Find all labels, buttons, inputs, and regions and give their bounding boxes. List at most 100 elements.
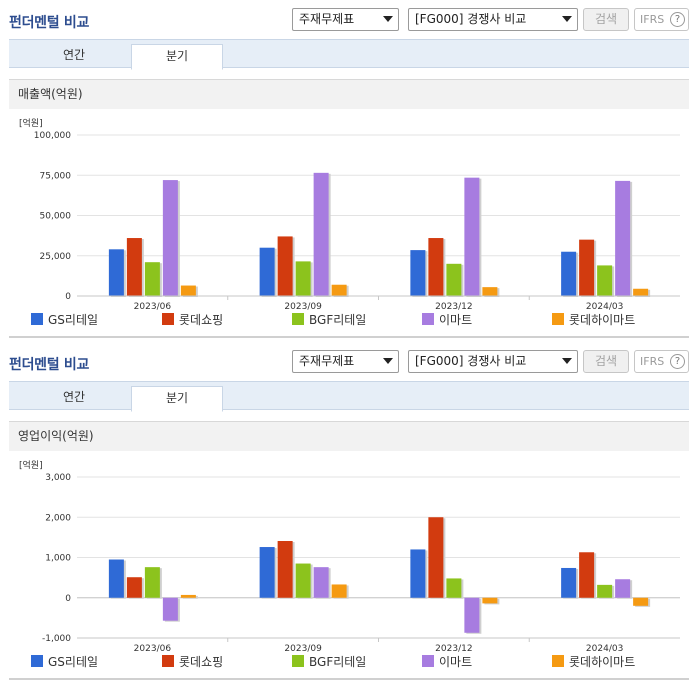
bar <box>561 251 577 296</box>
bar <box>277 236 293 296</box>
legend-label: GS리테일 <box>48 313 98 327</box>
chart-title: 매출액(억원) <box>9 79 689 109</box>
bar <box>615 579 631 598</box>
bar <box>464 597 480 633</box>
legend-swatch <box>552 313 564 325</box>
legend-swatch <box>292 313 304 325</box>
chevron-down-icon <box>562 358 572 364</box>
bar <box>579 552 595 598</box>
y-tick-label: 0 <box>65 292 71 302</box>
legend-label: 이마트 <box>439 655 472 669</box>
bar <box>144 567 160 598</box>
revenue-chart: [억원] 0 25,000 50,000 75,000 100,000 2023/06 202… <box>19 117 680 327</box>
bar <box>615 180 631 296</box>
help-icon[interactable]: ? <box>670 12 685 27</box>
y-tick-label: 100,000 <box>34 131 71 141</box>
chevron-down-icon <box>383 358 393 364</box>
search-button[interactable]: 검색 <box>583 8 629 31</box>
x-tick-label: 2023/12 <box>435 302 472 312</box>
ifrs-label: IFRS <box>640 355 665 368</box>
statement-select-value: 주재무제표 <box>299 12 355 26</box>
legend-swatch <box>162 313 174 325</box>
x-tick-label: 2023/12 <box>435 644 472 654</box>
x-tick-label: 2023/06 <box>134 302 172 312</box>
bar <box>597 584 613 598</box>
legend-label: 이마트 <box>439 313 472 327</box>
panel-title: 펀더멘털 비교 <box>9 15 90 31</box>
y-tick-label: 0 <box>65 594 71 604</box>
y-tick-label: -1,000 <box>42 634 71 644</box>
x-tick-label: 2024/03 <box>586 644 623 654</box>
peer-group-select-value: [FG000] 경쟁사 비교 <box>415 354 527 368</box>
y-tick-label: 75,000 <box>40 171 72 181</box>
bar <box>108 559 124 598</box>
bar <box>446 263 462 296</box>
bar <box>597 265 613 296</box>
tab-annual[interactable]: 연간 <box>62 48 86 62</box>
legend-swatch <box>422 313 434 325</box>
bar <box>410 250 426 296</box>
y-tick-label: 1,000 <box>45 554 71 564</box>
bar <box>633 288 649 296</box>
bar <box>259 247 275 296</box>
statement-select[interactable]: 주재무제표 <box>292 350 399 373</box>
operating-income-chart: [억원] -1,000 0 1,000 2,000 3,000 2023/06 2023/09… <box>19 459 680 669</box>
bar <box>180 594 196 598</box>
bar <box>428 238 444 296</box>
bar <box>482 597 498 604</box>
bar <box>277 540 293 598</box>
bar <box>126 238 142 296</box>
bar <box>162 180 178 296</box>
statement-select[interactable]: 주재무제표 <box>292 8 399 31</box>
bar <box>331 284 347 296</box>
bar <box>144 262 160 296</box>
ifrs-label: IFRS <box>640 13 665 26</box>
chevron-down-icon <box>562 16 572 22</box>
bar <box>410 549 426 598</box>
bar <box>126 577 142 598</box>
legend-swatch <box>292 655 304 667</box>
legend-label: BGF리테일 <box>309 313 366 327</box>
ifrs-button[interactable]: IFRS ? <box>634 8 689 31</box>
bar <box>464 177 480 296</box>
x-tick-label: 2023/09 <box>284 644 322 654</box>
y-tick-label: 3,000 <box>45 473 71 483</box>
legend-label: 롯데하이마트 <box>569 655 635 669</box>
bar <box>331 584 347 598</box>
chevron-down-icon <box>383 16 393 22</box>
peer-group-select[interactable]: [FG000] 경쟁사 비교 <box>408 350 578 373</box>
peer-group-select[interactable]: [FG000] 경쟁사 비교 <box>408 8 578 31</box>
tab-annual[interactable]: 연간 <box>62 390 86 404</box>
tab-quarterly[interactable]: 분기 <box>131 386 223 412</box>
bar <box>295 563 311 598</box>
help-icon[interactable]: ? <box>670 354 685 369</box>
divider <box>9 678 689 680</box>
y-tick-label: 25,000 <box>40 252 72 262</box>
bar <box>446 578 462 598</box>
legend-swatch <box>422 655 434 667</box>
bar <box>162 597 178 621</box>
legend-label: GS리테일 <box>48 655 98 669</box>
tab-quarterly[interactable]: 분기 <box>131 44 223 70</box>
legend-label: 롯데쇼핑 <box>179 655 223 669</box>
legend-label: 롯데하이마트 <box>569 313 635 327</box>
panel-revenue: 펀더멘털 비교 주재무제표 [FG000] 경쟁사 비교 검색 IFRS ? 연… <box>9 8 689 338</box>
x-tick-label: 2023/06 <box>134 644 172 654</box>
legend-swatch <box>162 655 174 667</box>
peer-group-select-value: [FG000] 경쟁사 비교 <box>415 12 527 26</box>
bar <box>579 239 595 296</box>
period-tabs: 연간 분기 <box>9 381 689 412</box>
panel-title: 펀더멘털 비교 <box>9 357 90 373</box>
y-tick-label: 50,000 <box>40 212 72 222</box>
x-tick-label: 2023/09 <box>284 302 322 312</box>
bar <box>108 249 124 296</box>
unit-label: [억원] <box>19 459 43 471</box>
bar <box>428 517 444 598</box>
bar <box>313 567 329 598</box>
search-button[interactable]: 검색 <box>583 350 629 373</box>
legend-swatch <box>552 655 564 667</box>
panel-operating-income: 펀더멘털 비교 주재무제표 [FG000] 경쟁사 비교 검색 IFRS ? 연… <box>0 342 696 684</box>
ifrs-button[interactable]: IFRS ? <box>634 350 689 373</box>
bar <box>633 597 649 606</box>
period-tabs: 연간 분기 <box>9 39 689 70</box>
